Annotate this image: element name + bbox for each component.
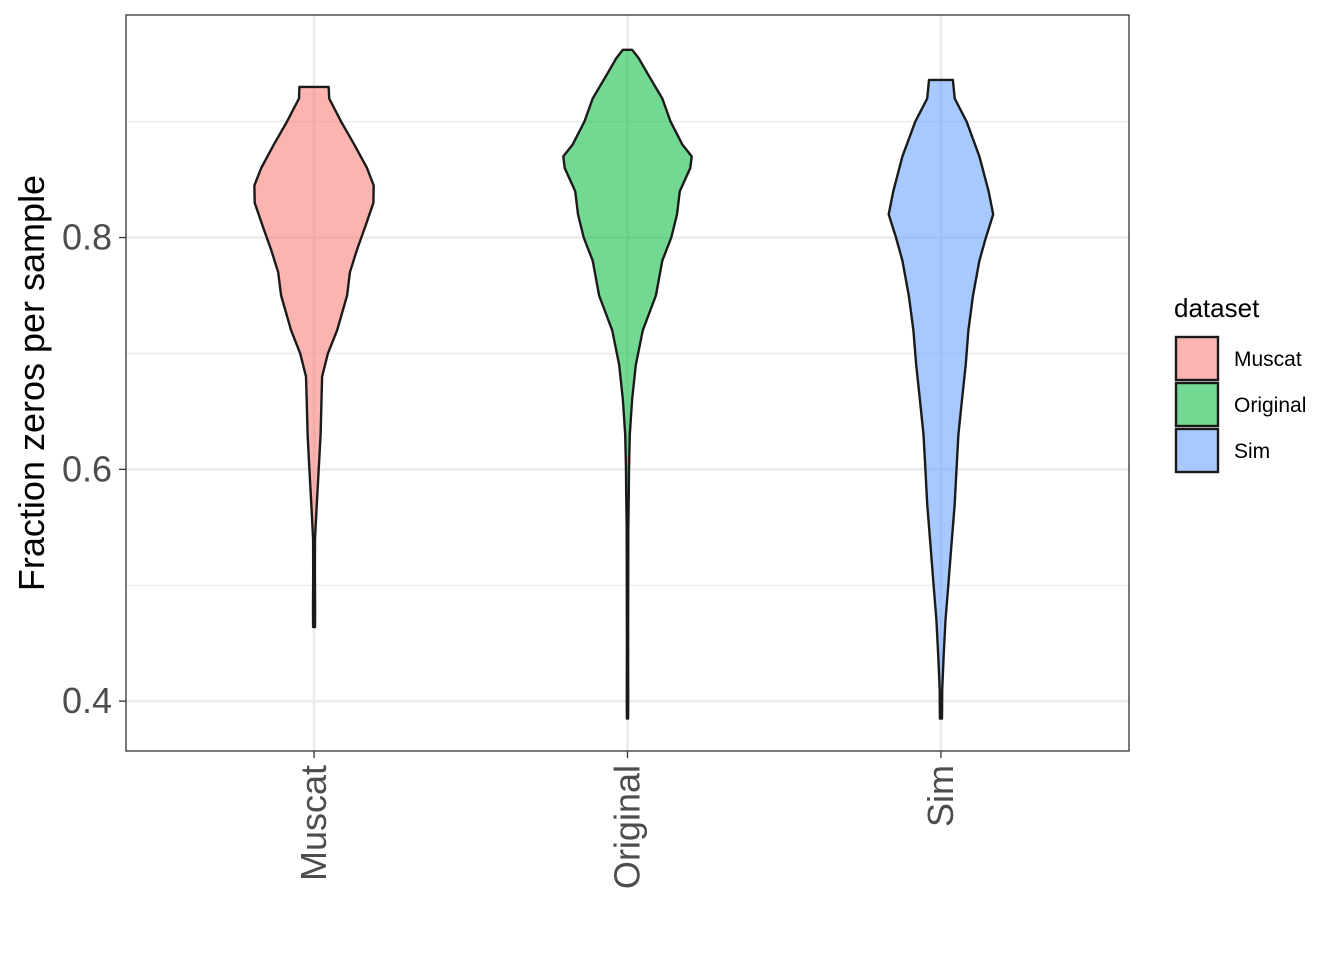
x-tick-label: Sim (920, 765, 961, 827)
y-tick-label: 0.6 (62, 448, 112, 489)
x-tick-label: Muscat (293, 765, 334, 881)
legend: dataset Muscat Original Sim (1174, 293, 1306, 474)
legend-key-muscat (1174, 335, 1220, 382)
y-tick-label: 0.8 (62, 217, 112, 258)
y-tick-label: 0.4 (62, 680, 112, 721)
violin-sim (887, 78, 995, 720)
legend-label-sim: Sim (1234, 440, 1270, 463)
legend-title: dataset (1174, 293, 1260, 323)
y-axis-title: Fraction zeros per sample (11, 175, 52, 591)
x-axis: Muscat Original Sim (293, 751, 961, 889)
legend-key-original (1174, 381, 1220, 428)
x-tick-label: Original (607, 765, 648, 889)
violins (253, 48, 995, 720)
violin-original (562, 48, 693, 720)
legend-label-muscat: Muscat (1234, 348, 1302, 371)
violin-muscat (253, 85, 375, 629)
legend-label-original: Original (1234, 394, 1306, 417)
legend-key-sim (1174, 427, 1220, 474)
y-axis: 0.4 0.6 0.8 (62, 217, 126, 721)
